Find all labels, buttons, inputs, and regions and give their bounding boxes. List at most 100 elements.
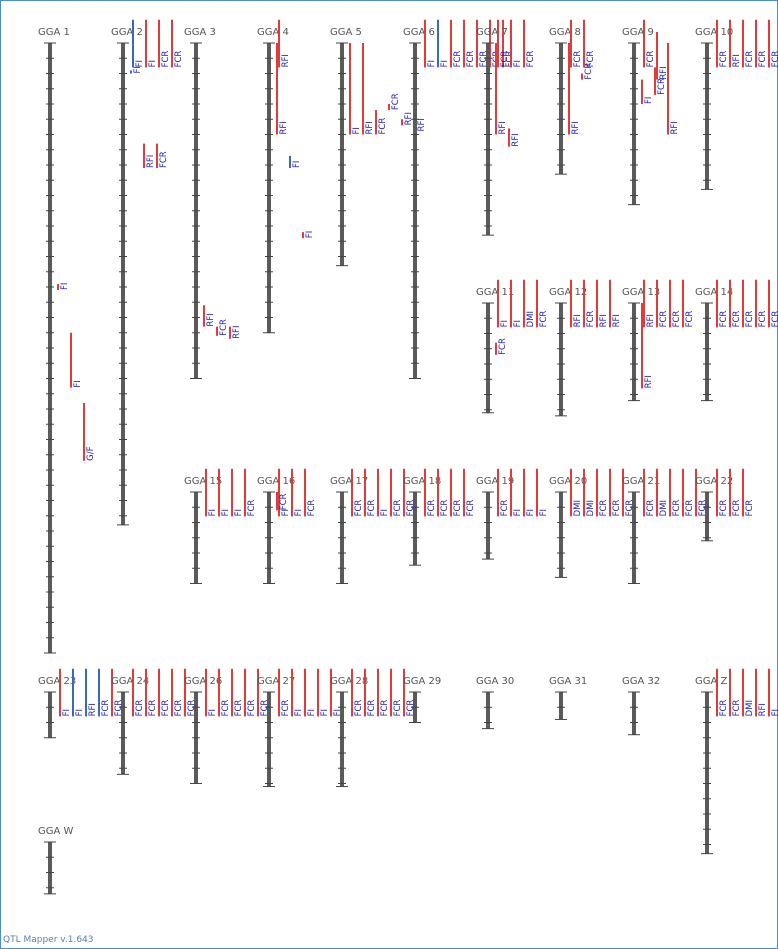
qtl-rfi[interactable]: RFI <box>729 19 742 68</box>
qtl-fcr[interactable]: FCR <box>244 468 257 517</box>
chromosome-gga-31[interactable]: GGA 31 <box>549 676 587 720</box>
qtl-rfi[interactable]: RFI <box>609 279 622 328</box>
qtl-fcr[interactable]: FCR <box>216 319 229 336</box>
qtl-fcr[interactable]: FCR <box>156 143 169 168</box>
qtl-fcr[interactable]: FCR <box>497 19 510 68</box>
qtl-fcr[interactable]: FCR <box>145 668 158 717</box>
qtl-fi[interactable]: FI <box>330 668 343 717</box>
qtl-fcr[interactable]: FCR <box>276 492 289 511</box>
qtl-fi[interactable]: FI <box>205 668 218 717</box>
qtl-rfi[interactable]: RFI <box>656 31 669 80</box>
qtl-fcr[interactable]: FCR <box>536 279 549 328</box>
qtl-fcr[interactable]: FCR <box>609 468 622 517</box>
qtl-rfi[interactable]: RFI <box>667 43 680 135</box>
qtl-fcr[interactable]: FCR <box>377 668 390 717</box>
qtl-dmi[interactable]: DMI <box>583 468 596 517</box>
qtl-fcr[interactable]: FCR <box>755 279 768 328</box>
qtl-fcr[interactable]: FCR <box>437 468 450 517</box>
qtl-fcr[interactable]: FCR <box>218 668 231 717</box>
qtl-fcr[interactable]: FCR <box>476 19 489 68</box>
qtl-fcr[interactable]: FCR <box>729 279 742 328</box>
chromosome-gga-w[interactable]: GGA W <box>38 826 74 895</box>
qtl-rfi[interactable]: RFI <box>278 19 291 68</box>
qtl-rfi[interactable]: RFI <box>570 279 583 328</box>
qtl-dmi[interactable]: DMI <box>742 668 755 717</box>
qtl-fcr[interactable]: FCR <box>581 63 594 80</box>
chromosome-gga-29[interactable]: GGA 29 <box>403 676 441 723</box>
qtl-fcr[interactable]: FCR <box>257 668 270 717</box>
qtl-fcr[interactable]: FCR <box>171 19 184 68</box>
qtl-fcr[interactable]: FCR <box>375 110 388 135</box>
chromosome-gga-10[interactable]: GGA 10FCRRFIFCRFCRFCRFCR <box>695 19 778 190</box>
chromosome-gga-3[interactable]: GGA 3 RFI FCR RFI <box>184 27 242 379</box>
qtl-fcr[interactable]: FCR <box>622 468 635 517</box>
qtl-fi[interactable]: FI <box>304 668 317 717</box>
qtl-fcr[interactable]: FCR <box>755 19 768 68</box>
qtl-fcr[interactable]: FCR <box>682 468 695 517</box>
qtl-fi[interactable]: FI <box>377 468 390 517</box>
qtl-fi[interactable]: FI <box>132 19 145 68</box>
qtl-fcr[interactable]: FCR <box>669 279 682 328</box>
qtl-fcr[interactable]: FCR <box>495 338 508 355</box>
qtl-fi[interactable]: FI <box>510 279 523 328</box>
chromosome-gga-32[interactable]: GGA 32 <box>622 676 660 736</box>
qtl-rfi[interactable]: RFI <box>643 279 656 328</box>
qtl-fi[interactable]: FI <box>424 19 437 68</box>
qtl-fcr[interactable]: FCR <box>583 19 596 68</box>
qtl-rfi[interactable]: RFI <box>596 279 609 328</box>
qtl-fi[interactable]: FI <box>59 668 72 717</box>
qtl-fi[interactable]: FI <box>641 79 654 104</box>
qtl-fcr[interactable]: FCR <box>450 468 463 517</box>
qtl-fcr[interactable]: FCR <box>132 668 145 717</box>
qtl-fcr[interactable]: FCR <box>654 67 667 95</box>
qtl-fi[interactable]: FI <box>218 468 231 517</box>
qtl-fcr[interactable]: FCR <box>742 279 755 328</box>
qtl-fcr[interactable]: FCR <box>463 19 476 68</box>
qtl-fcr[interactable]: FCR <box>695 468 708 517</box>
qtl-fcr[interactable]: FCR <box>656 279 669 328</box>
qtl-fi[interactable]: FI <box>291 668 304 717</box>
qtl-fcr[interactable]: FCR <box>742 19 755 68</box>
qtl-rfi[interactable]: RFI <box>203 305 216 327</box>
qtl-fcr[interactable]: FCR <box>596 468 609 517</box>
qtl-rfi[interactable]: RFI <box>401 112 414 126</box>
qtl-fi[interactable]: FI <box>523 468 536 517</box>
qtl-fcr[interactable]: FCR <box>184 668 197 717</box>
qtl-fcr[interactable]: FCR <box>364 668 377 717</box>
qtl-fi[interactable]: FI <box>302 231 315 239</box>
qtl-fcr[interactable]: FCR <box>497 468 510 517</box>
qtl-fcr[interactable]: FCR <box>424 468 437 517</box>
qtl-rfi[interactable]: RFI <box>143 143 156 168</box>
qtl-fcr[interactable]: FCR <box>388 93 401 111</box>
qtl-g-f[interactable]: G/F <box>83 402 96 461</box>
qtl-fi[interactable]: FI <box>145 19 158 68</box>
qtl-fcr[interactable]: FCR <box>390 468 403 517</box>
qtl-rfi[interactable]: RFI <box>568 43 581 135</box>
qtl-fcr[interactable]: FCR <box>583 279 596 328</box>
qtl-dmi[interactable]: DMI <box>570 468 583 517</box>
qtl-fcr[interactable]: FCR <box>111 668 124 717</box>
chromosome-gga-30[interactable]: GGA 30 <box>476 676 514 730</box>
qtl-fi[interactable]: FI <box>57 283 70 291</box>
qtl-fi[interactable]: FI <box>291 468 304 517</box>
qtl-rfi[interactable]: RFI <box>362 43 375 135</box>
qtl-fi[interactable]: FI <box>510 19 523 68</box>
qtl-fi[interactable]: FI <box>437 19 450 68</box>
qtl-dmi[interactable]: DMI <box>523 279 536 328</box>
qtl-fcr[interactable]: FCR <box>729 668 742 717</box>
qtl-fcr[interactable]: FCR <box>390 668 403 717</box>
qtl-fi[interactable]: FI <box>349 43 362 135</box>
qtl-fi[interactable]: FI <box>510 468 523 517</box>
